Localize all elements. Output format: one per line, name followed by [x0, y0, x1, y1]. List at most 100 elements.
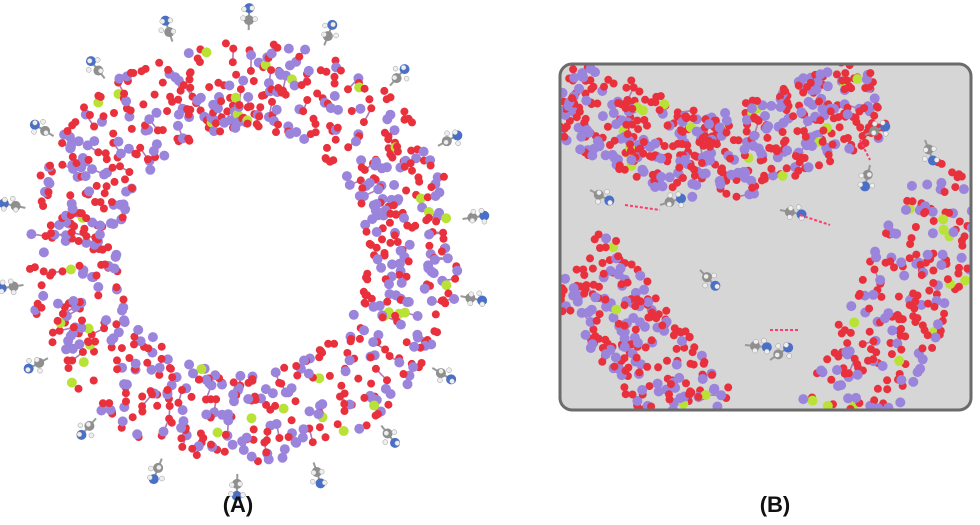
atom: [311, 128, 320, 137]
atom: [143, 155, 152, 164]
atom: [58, 267, 67, 276]
atom: [951, 183, 960, 192]
atom: [621, 104, 630, 113]
atom: [313, 89, 322, 98]
atom: [709, 139, 718, 147]
atom: [690, 343, 699, 352]
atom: [272, 128, 280, 137]
atom: [110, 177, 119, 186]
atom: [113, 136, 124, 147]
atom: [58, 160, 67, 169]
atom: [321, 433, 330, 442]
atom: [857, 181, 864, 188]
atom: [280, 387, 291, 398]
atom: [543, 129, 551, 137]
atom: [714, 122, 725, 133]
atom: [384, 289, 395, 300]
atom: [315, 346, 324, 355]
atom: [243, 92, 254, 102]
atom: [37, 281, 46, 290]
atom: [196, 429, 205, 438]
atom: [856, 123, 865, 132]
atom: [641, 343, 650, 352]
atom: [877, 292, 886, 301]
atom: [399, 213, 409, 223]
atom: [663, 430, 671, 438]
atom: [262, 448, 271, 457]
atom: [155, 58, 164, 67]
atom: [274, 120, 282, 129]
atom: [632, 353, 641, 362]
atom: [243, 15, 254, 26]
atom: [687, 191, 698, 202]
atom: [896, 331, 905, 340]
atom: [938, 224, 949, 235]
atom: [66, 191, 75, 200]
atom: [367, 214, 378, 225]
atom: [130, 358, 141, 369]
atom: [631, 302, 640, 311]
atom: [442, 253, 453, 264]
atom: [230, 92, 241, 103]
atom: [295, 52, 304, 61]
atom: [289, 80, 300, 91]
atom: [588, 264, 597, 273]
atom: [578, 72, 589, 83]
atom: [83, 323, 94, 334]
atom: [444, 289, 453, 298]
atom: [912, 250, 921, 259]
atom: [748, 140, 759, 151]
atom: [167, 17, 174, 24]
atom: [363, 275, 372, 284]
atom: [303, 368, 314, 379]
atom: [948, 168, 957, 177]
panel-b-frame: [558, 62, 973, 412]
atom: [658, 321, 667, 330]
atom: [74, 237, 83, 245]
atom: [551, 282, 559, 290]
atom: [782, 164, 791, 173]
atom: [217, 409, 228, 420]
atom: [867, 345, 875, 354]
atom: [871, 252, 882, 263]
atom: [626, 155, 637, 165]
atom: [581, 95, 592, 106]
atom: [628, 120, 637, 129]
atom: [634, 125, 643, 134]
atom: [89, 376, 98, 385]
atom: [856, 418, 864, 426]
atom: [292, 362, 301, 370]
atom: [655, 420, 663, 428]
atom: [38, 290, 49, 301]
atom: [158, 78, 167, 87]
atom: [920, 201, 931, 212]
atom: [901, 204, 911, 215]
atom: [834, 113, 843, 122]
atom: [271, 104, 282, 115]
atom: [627, 260, 636, 269]
atom: [857, 417, 867, 427]
atom: [393, 147, 402, 156]
atom: [318, 468, 325, 475]
atom: [883, 308, 894, 319]
atom: [187, 392, 196, 401]
atom: [698, 134, 707, 142]
atom: [241, 6, 247, 12]
atom: [357, 199, 366, 208]
atom: [356, 155, 367, 166]
atom: [400, 64, 407, 71]
atom: [687, 162, 696, 171]
atom: [270, 367, 281, 378]
atom: [761, 342, 772, 353]
atom: [92, 271, 101, 280]
atom: [585, 64, 596, 74]
atom: [568, 283, 579, 294]
atom: [867, 427, 877, 437]
atom: [822, 81, 833, 92]
atom: [795, 204, 802, 210]
atom: [551, 120, 559, 128]
atom: [907, 234, 916, 243]
atom: [382, 439, 389, 445]
atom: [478, 207, 485, 214]
atom: [255, 112, 264, 121]
